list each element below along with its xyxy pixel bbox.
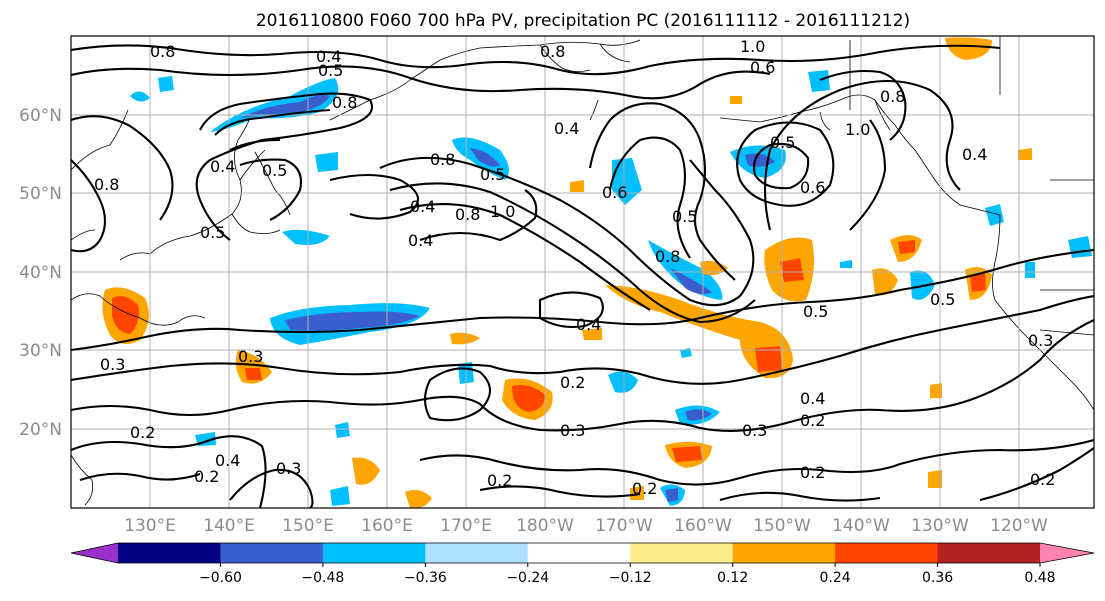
colorbar: −0.60 −0.48 −0.36 −0.24 −0.12 0.12 0.24 0.36 0.4… (70, 542, 1095, 586)
lon-label: 130°W (911, 516, 969, 536)
contour-label: 0.4 (210, 157, 235, 176)
contour-label: 0.3 (238, 347, 263, 366)
contour-label: 0.4 (576, 315, 601, 334)
contour-label: 0.2 (632, 479, 657, 498)
colorbar-tick-label: −0.36 (404, 570, 447, 586)
pv-contour-labels: 0.8 0.4 0.5 0.8 0.8 1.0 0.6 0.4 0.8 0.5 … (94, 37, 1055, 498)
contour-label: 0.4 (800, 389, 825, 408)
precip-positive-shading (102, 37, 1032, 508)
lat-label: 50°N (19, 184, 62, 204)
contour-label: 0.6 (750, 58, 775, 77)
contour-label: 0.5 (770, 133, 795, 152)
contour-label: 0.8 (332, 93, 357, 112)
lon-label: 140°E (203, 516, 255, 536)
contour-label: 1.0 (845, 120, 870, 139)
contour-label: 0.4 (410, 197, 435, 216)
contour-label: 0.8 (455, 205, 480, 224)
lon-label: 170°W (595, 516, 653, 536)
contour-label: 0.8 (880, 87, 905, 106)
contour-label: 0.3 (276, 459, 301, 478)
colorbar-segment (425, 543, 529, 563)
colorbar-segment (732, 543, 836, 563)
lat-label: 30°N (19, 341, 62, 361)
contour-label: 0.8 (655, 247, 680, 266)
contour-label: 0.5 (318, 61, 343, 80)
contour-label: 0.5 (930, 290, 955, 309)
contour-label: 0.8 (430, 150, 455, 169)
contour-label: 0.6 (800, 178, 825, 197)
lat-label: 40°N (19, 263, 62, 283)
longitude-labels: 130°E 140°E 150°E 160°E 170°E 180°W 170°… (124, 516, 1048, 536)
lat-label: 20°N (19, 420, 62, 440)
colorbar-segment (835, 543, 939, 563)
lon-label: 160°E (361, 516, 413, 536)
contour-label: 0.8 (150, 42, 175, 61)
contour-label: 0.4 (316, 47, 341, 66)
graticule (71, 36, 1094, 508)
colorbar-segment (118, 543, 221, 563)
contour-label: 0.4 (554, 119, 579, 138)
lat-label: 60°N (19, 106, 62, 126)
contour-label: 0.5 (672, 207, 697, 226)
colorbar-tick-label: 0.36 (922, 570, 953, 586)
lon-label: 120°W (990, 516, 1048, 536)
contour-label: 1.0 (490, 202, 515, 221)
contour-label: 0.5 (803, 302, 828, 321)
colorbar-segment (322, 543, 426, 563)
colorbar-tick-label: −0.12 (609, 570, 652, 586)
contour-label: 0.8 (540, 42, 565, 61)
colorbar-tick-label: −0.24 (506, 570, 549, 586)
pv-isolines (71, 44, 1094, 508)
colorbar-extend-high (1040, 543, 1094, 563)
contour-label: 0.2 (194, 467, 219, 486)
contour-label: 0.2 (1030, 470, 1055, 489)
contour-label: 0.5 (262, 161, 287, 180)
map-panel: 0.8 0.4 0.5 0.8 0.8 1.0 0.6 0.4 0.8 0.5 … (70, 35, 1095, 509)
contour-label: 0.2 (800, 463, 825, 482)
contour-label: 0.2 (800, 411, 825, 430)
contour-label: 0.2 (130, 423, 155, 442)
contour-label: 0.2 (487, 471, 512, 490)
contour-label: 0.4 (408, 231, 433, 250)
contour-label: 1.0 (740, 37, 765, 56)
figure-title: 2016110800 F060 700 hPa PV, precipitatio… (256, 11, 910, 31)
contour-label: 0.5 (480, 165, 505, 184)
lon-label: 150°E (282, 516, 334, 536)
contour-label: 0.3 (100, 355, 125, 374)
colorbar-tick-label: −0.48 (301, 570, 344, 586)
contour-label: 0.6 (602, 183, 627, 202)
contour-label: 0.4 (962, 145, 987, 164)
contour-label: 0.3 (742, 421, 767, 440)
latitude-labels: 60°N 50°N 40°N 30°N 20°N (19, 106, 62, 440)
colorbar-tick-label: 0.12 (717, 570, 748, 586)
contour-label: 0.2 (560, 373, 585, 392)
contour-label: 0.3 (560, 421, 585, 440)
colorbar-segment (937, 543, 1041, 563)
colorbar-extend-low (71, 543, 118, 563)
lon-label: 130°E (124, 516, 176, 536)
contour-label: 0.4 (215, 451, 240, 470)
lon-label: 180°W (516, 516, 574, 536)
colorbar-segment (630, 543, 734, 563)
colorbar-segment (220, 543, 324, 563)
lon-label: 150°W (753, 516, 811, 536)
lon-label: 160°W (674, 516, 732, 536)
colorbar-tick-label: 0.48 (1024, 570, 1055, 586)
lon-label: 140°W (832, 516, 890, 536)
colorbar-tick-label: 0.24 (820, 570, 851, 586)
contour-label: 0.8 (94, 175, 119, 194)
lon-label: 170°E (440, 516, 492, 536)
colorbar-segment (527, 543, 631, 563)
contour-label: 0.3 (1028, 331, 1053, 350)
colorbar-tick-label: −0.60 (199, 570, 242, 586)
contour-label: 0.5 (200, 223, 225, 242)
